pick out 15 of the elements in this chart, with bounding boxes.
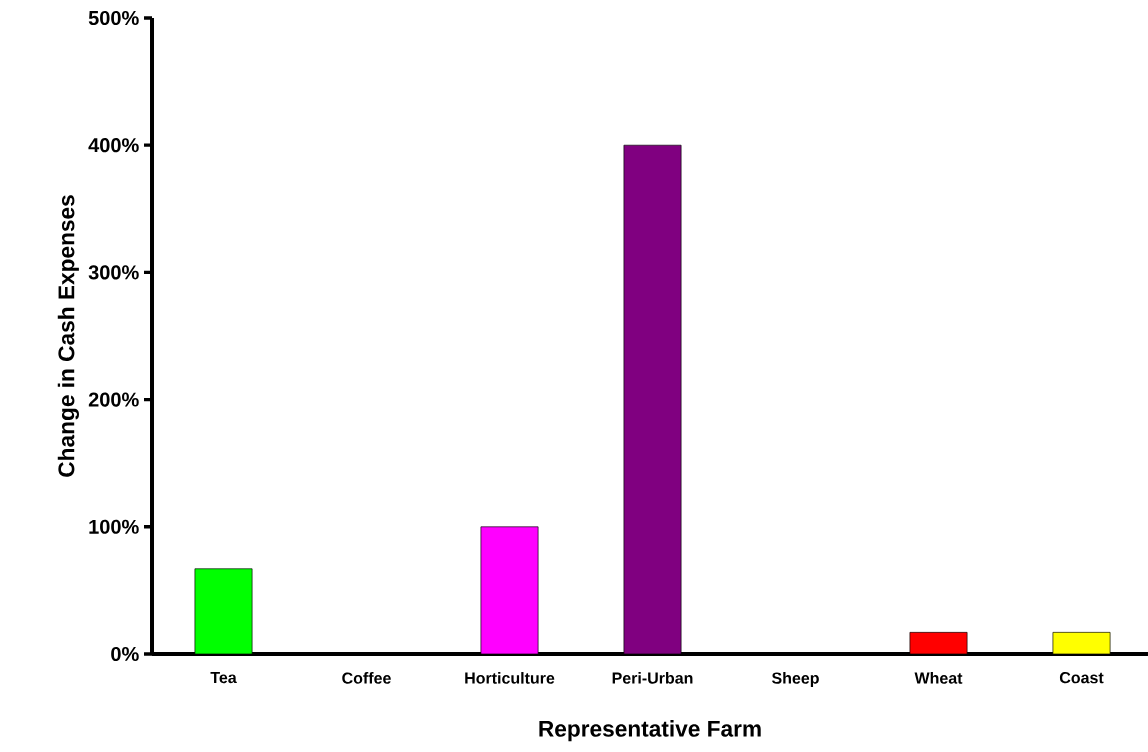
x-tick-label: Peri-Urban xyxy=(612,672,693,684)
y-tick-label: 0% xyxy=(111,646,139,662)
y-tick-label: 300% xyxy=(88,265,139,280)
x-tick-label: Coffee xyxy=(342,672,391,684)
x-tick-label: Sheep xyxy=(771,672,819,687)
x-tick-label: Wheat xyxy=(914,672,963,684)
y-tick-label: 100% xyxy=(89,519,139,534)
y-tick-label: 400% xyxy=(88,138,139,153)
y-tick-label: 200% xyxy=(88,392,139,407)
y-axis-title: Change in Cash Expenses xyxy=(57,195,79,477)
x-tick-label: Coast xyxy=(1059,672,1104,684)
x-axis-title: Representative Farm xyxy=(539,720,761,742)
y-tick-label: 500% xyxy=(88,10,139,26)
x-tick-label: Tea xyxy=(210,672,237,684)
x-tick-label: Horticulture xyxy=(465,672,555,684)
